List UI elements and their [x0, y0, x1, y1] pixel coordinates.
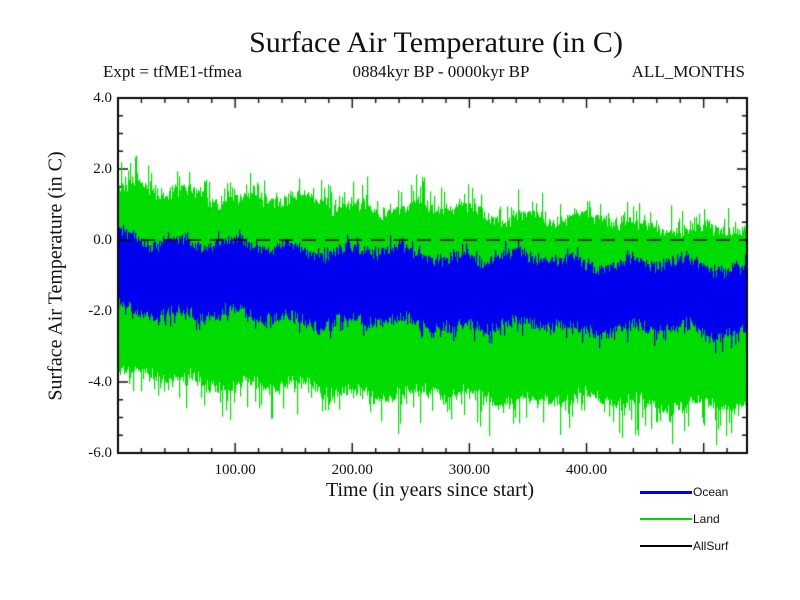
legend-label-land: Land — [693, 512, 720, 526]
x-tick-label: 300.00 — [448, 462, 491, 478]
y-tick-label: 0.0 — [93, 232, 112, 248]
y-tick-label: -4.0 — [88, 374, 112, 390]
chart-title: Surface Air Temperature (in C) — [249, 26, 623, 59]
y-tick-label: -6.0 — [88, 445, 112, 461]
y-tick-label: 2.0 — [93, 161, 112, 177]
x-tick-label: 400.00 — [565, 462, 608, 478]
y-tick-label: 4.0 — [93, 90, 112, 106]
legend-item-ocean: Ocean — [640, 485, 790, 499]
legend-line-ocean — [640, 490, 692, 494]
x-tick-label: 200.00 — [331, 462, 373, 478]
subtitle-experiment: Expt = tfME1-tfmea — [103, 62, 242, 81]
legend-label-allsurf: AllSurf — [693, 539, 729, 553]
legend-item-allsurf: AllSurf — [640, 539, 790, 553]
legend-line-allsurf — [640, 545, 692, 547]
y-axis-title: Surface Air Temperature (in C) — [44, 151, 67, 401]
subtitle-time-range: 0884kyr BP - 0000kyr BP — [352, 62, 530, 81]
x-tick-label: 100.00 — [214, 462, 256, 478]
subtitle-months: ALL_MONTHS — [631, 62, 745, 81]
legend-label-ocean: Ocean — [693, 485, 729, 499]
legend-line-land — [640, 518, 692, 520]
x-axis-title: Time (in years since start) — [325, 479, 535, 501]
legend-item-land: Land — [640, 512, 790, 526]
y-tick-label: -2.0 — [88, 303, 112, 319]
